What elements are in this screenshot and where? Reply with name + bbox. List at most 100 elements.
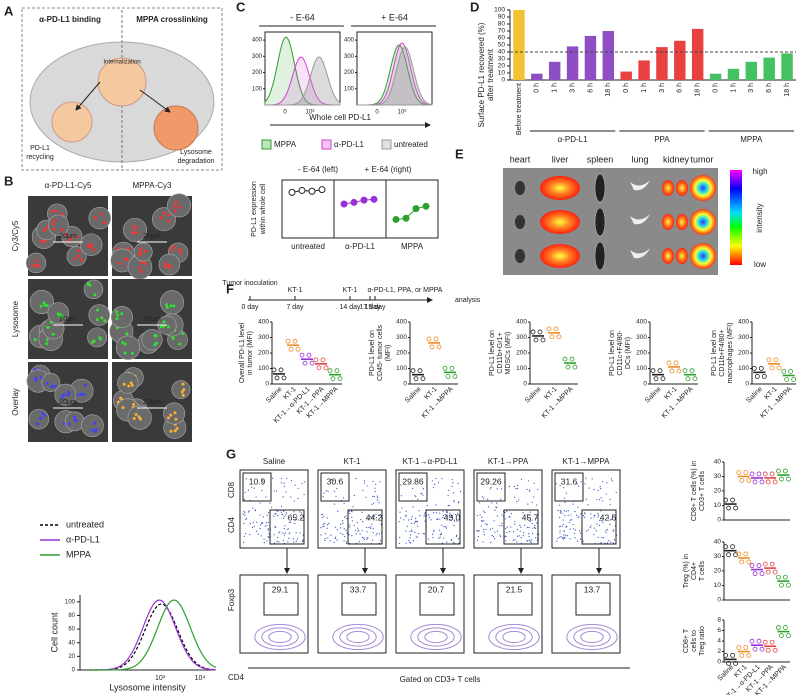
event <box>264 525 266 527</box>
signal <box>93 293 97 297</box>
signal <box>166 416 170 420</box>
panel-a-art <box>21 7 223 171</box>
gate <box>554 472 584 502</box>
y-tick-label: 100 <box>516 365 527 372</box>
event <box>281 477 283 480</box>
event <box>370 526 372 528</box>
event <box>401 507 403 509</box>
event <box>333 480 335 482</box>
signal <box>31 264 35 268</box>
signal <box>174 204 178 208</box>
event <box>372 532 374 534</box>
organ <box>690 175 716 201</box>
dot-deco <box>756 638 762 644</box>
event <box>322 496 324 498</box>
label: Cy3/Cy5 <box>11 220 20 251</box>
organ-label: spleen <box>587 154 614 164</box>
event <box>244 512 246 514</box>
event <box>510 512 512 515</box>
event <box>506 526 508 528</box>
contour <box>495 627 533 647</box>
event <box>596 498 598 500</box>
y-tick-label: 200 <box>396 350 407 357</box>
cell <box>117 372 139 394</box>
organ <box>515 181 525 195</box>
event <box>501 522 503 525</box>
event <box>443 526 445 528</box>
event <box>448 516 450 518</box>
signal <box>88 283 92 287</box>
signal <box>36 422 40 426</box>
dot-deco <box>723 497 728 503</box>
signal <box>159 216 163 220</box>
contour <box>580 630 604 644</box>
dot-deco <box>295 346 301 352</box>
signal <box>50 385 54 389</box>
signal <box>39 416 43 420</box>
dot-deco <box>445 373 451 379</box>
timeline-event: KT-1 <box>343 287 358 294</box>
group-title: KT-1→MPPA <box>563 457 611 466</box>
event <box>559 510 562 512</box>
event <box>363 538 366 540</box>
event <box>452 542 454 544</box>
event <box>453 501 455 503</box>
event <box>480 520 483 522</box>
event <box>569 528 571 530</box>
x-tick-label: 10³ <box>155 675 166 682</box>
signal <box>171 336 175 340</box>
dot-deco <box>540 337 546 343</box>
event <box>594 514 596 516</box>
y-tick-label: 2 <box>717 648 721 655</box>
event <box>398 520 400 523</box>
event <box>409 537 411 539</box>
event <box>366 538 368 540</box>
signal <box>39 304 43 308</box>
signal <box>53 384 57 388</box>
signal <box>181 393 185 397</box>
signal <box>131 231 135 235</box>
event <box>355 478 357 480</box>
y-tick-label: 90 <box>498 14 506 21</box>
dot-deco <box>751 365 757 371</box>
event <box>249 523 251 525</box>
event <box>294 484 296 486</box>
dot-deco <box>743 645 749 650</box>
dot-deco <box>723 544 728 550</box>
legend-swatch <box>381 139 392 150</box>
event <box>324 533 326 535</box>
event <box>246 517 248 519</box>
event <box>591 478 593 480</box>
y-tick-label: 100 <box>252 86 263 92</box>
y-axis-label: DCs (MFI) <box>625 337 632 369</box>
y-tick-label: 60 <box>68 627 75 633</box>
event <box>559 525 561 527</box>
event <box>593 488 595 491</box>
event <box>411 516 413 518</box>
event <box>273 534 275 536</box>
event <box>405 530 407 532</box>
dot-deco <box>452 373 458 379</box>
event <box>526 540 528 542</box>
event <box>416 536 419 538</box>
dot-deco <box>682 368 688 374</box>
y-tick-label: 0 <box>717 517 721 524</box>
signal <box>34 376 38 380</box>
event <box>323 492 325 494</box>
event <box>266 514 268 516</box>
x-tick-label: α-PD-L1 <box>345 242 376 251</box>
event <box>282 532 284 534</box>
signal <box>121 406 125 410</box>
event <box>559 536 561 538</box>
event <box>610 518 612 521</box>
y-tick-label: 80 <box>68 613 75 619</box>
y-tick-label: 400 <box>516 319 527 326</box>
signal <box>102 221 106 225</box>
signal <box>86 244 90 248</box>
event <box>281 505 283 507</box>
event <box>517 499 520 501</box>
dot-deco <box>313 357 319 363</box>
signal <box>125 332 129 336</box>
event <box>527 480 529 482</box>
dot-deco <box>759 479 765 485</box>
